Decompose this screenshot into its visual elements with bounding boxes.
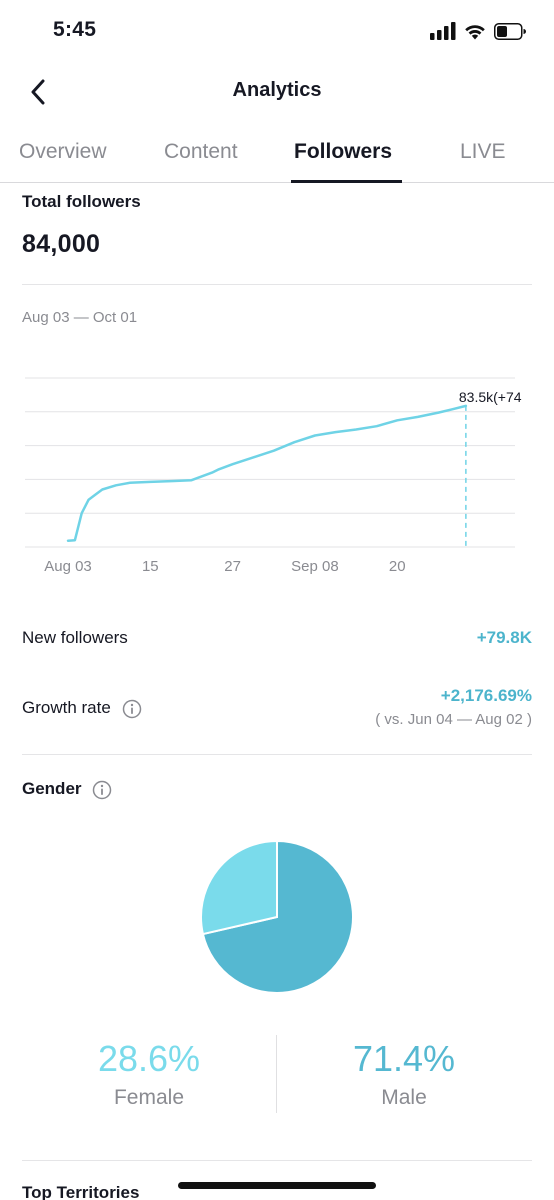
- male-label: Male: [381, 1086, 427, 1109]
- x-tick-label: 20: [389, 558, 406, 575]
- followers-line-chart[interactable]: Aug 03 15 27 Sep 08 20 83.5k(+74: [0, 345, 554, 585]
- status-bar: 5:45: [0, 0, 554, 60]
- back-button[interactable]: [18, 72, 58, 112]
- female-label: Female: [113, 1086, 185, 1109]
- divider: [22, 284, 532, 285]
- tab-bar: Overview Content Followers LIVE: [0, 124, 554, 183]
- divider: [22, 754, 532, 755]
- gender-section-title: Gender: [22, 779, 112, 800]
- x-tick-label: 27: [224, 558, 241, 575]
- info-icon[interactable]: [92, 780, 112, 800]
- new-followers-value: +79.8K: [476, 628, 532, 647]
- divider: [22, 1160, 532, 1161]
- x-tick-label: Sep 08: [291, 558, 339, 575]
- female-percentage: 28.6%: [97, 1038, 201, 1079]
- new-followers-label: New followers: [22, 628, 128, 647]
- pie-slice-female[interactable]: [200, 840, 278, 936]
- tab-content[interactable]: Content: [164, 140, 238, 163]
- gender-title: Gender: [22, 779, 82, 798]
- gender-pie-chart[interactable]: [0, 840, 554, 1010]
- page-title: Analytics: [232, 79, 322, 101]
- chart-x-axis: Aug 03 15 27 Sep 08 20: [44, 558, 405, 575]
- total-followers-value: 84,000: [22, 230, 101, 258]
- tab-live[interactable]: LIVE: [460, 140, 506, 163]
- growth-rate-value: +2,176.69%: [440, 686, 532, 705]
- date-range[interactable]: Aug 03 — Oct 01: [22, 309, 138, 326]
- x-tick-label: 15: [142, 558, 159, 575]
- status-time: 5:45: [53, 18, 97, 41]
- info-icon[interactable]: [122, 699, 142, 719]
- status-icons: [430, 20, 526, 42]
- total-followers-label: Total followers: [22, 192, 141, 211]
- followers-series-line: [66, 404, 468, 542]
- x-tick-label: Aug 03: [44, 558, 92, 575]
- chart-tooltip-value: 83.5k(+74: [459, 389, 522, 405]
- growth-rate-label: Growth rate: [22, 698, 111, 717]
- signal-icon: [430, 22, 456, 40]
- tab-followers[interactable]: Followers: [294, 140, 393, 163]
- gender-divider: [276, 1035, 277, 1113]
- growth-rate-compare: ( vs. Jun 04 — Aug 02 ): [375, 711, 532, 728]
- chart-grid: [25, 377, 515, 548]
- nav-bar: Analytics: [0, 62, 554, 120]
- chevron-left-icon: [31, 79, 45, 105]
- tab-overview[interactable]: Overview: [19, 140, 107, 163]
- growth-rate-row: Growth rate: [22, 698, 142, 719]
- wifi-icon: [465, 24, 485, 39]
- male-percentage: 71.4%: [352, 1038, 456, 1079]
- top-territories-title: Top Territories: [22, 1183, 140, 1200]
- battery-icon: [494, 22, 526, 40]
- active-tab-indicator: [291, 180, 402, 183]
- home-indicator: [178, 1182, 376, 1189]
